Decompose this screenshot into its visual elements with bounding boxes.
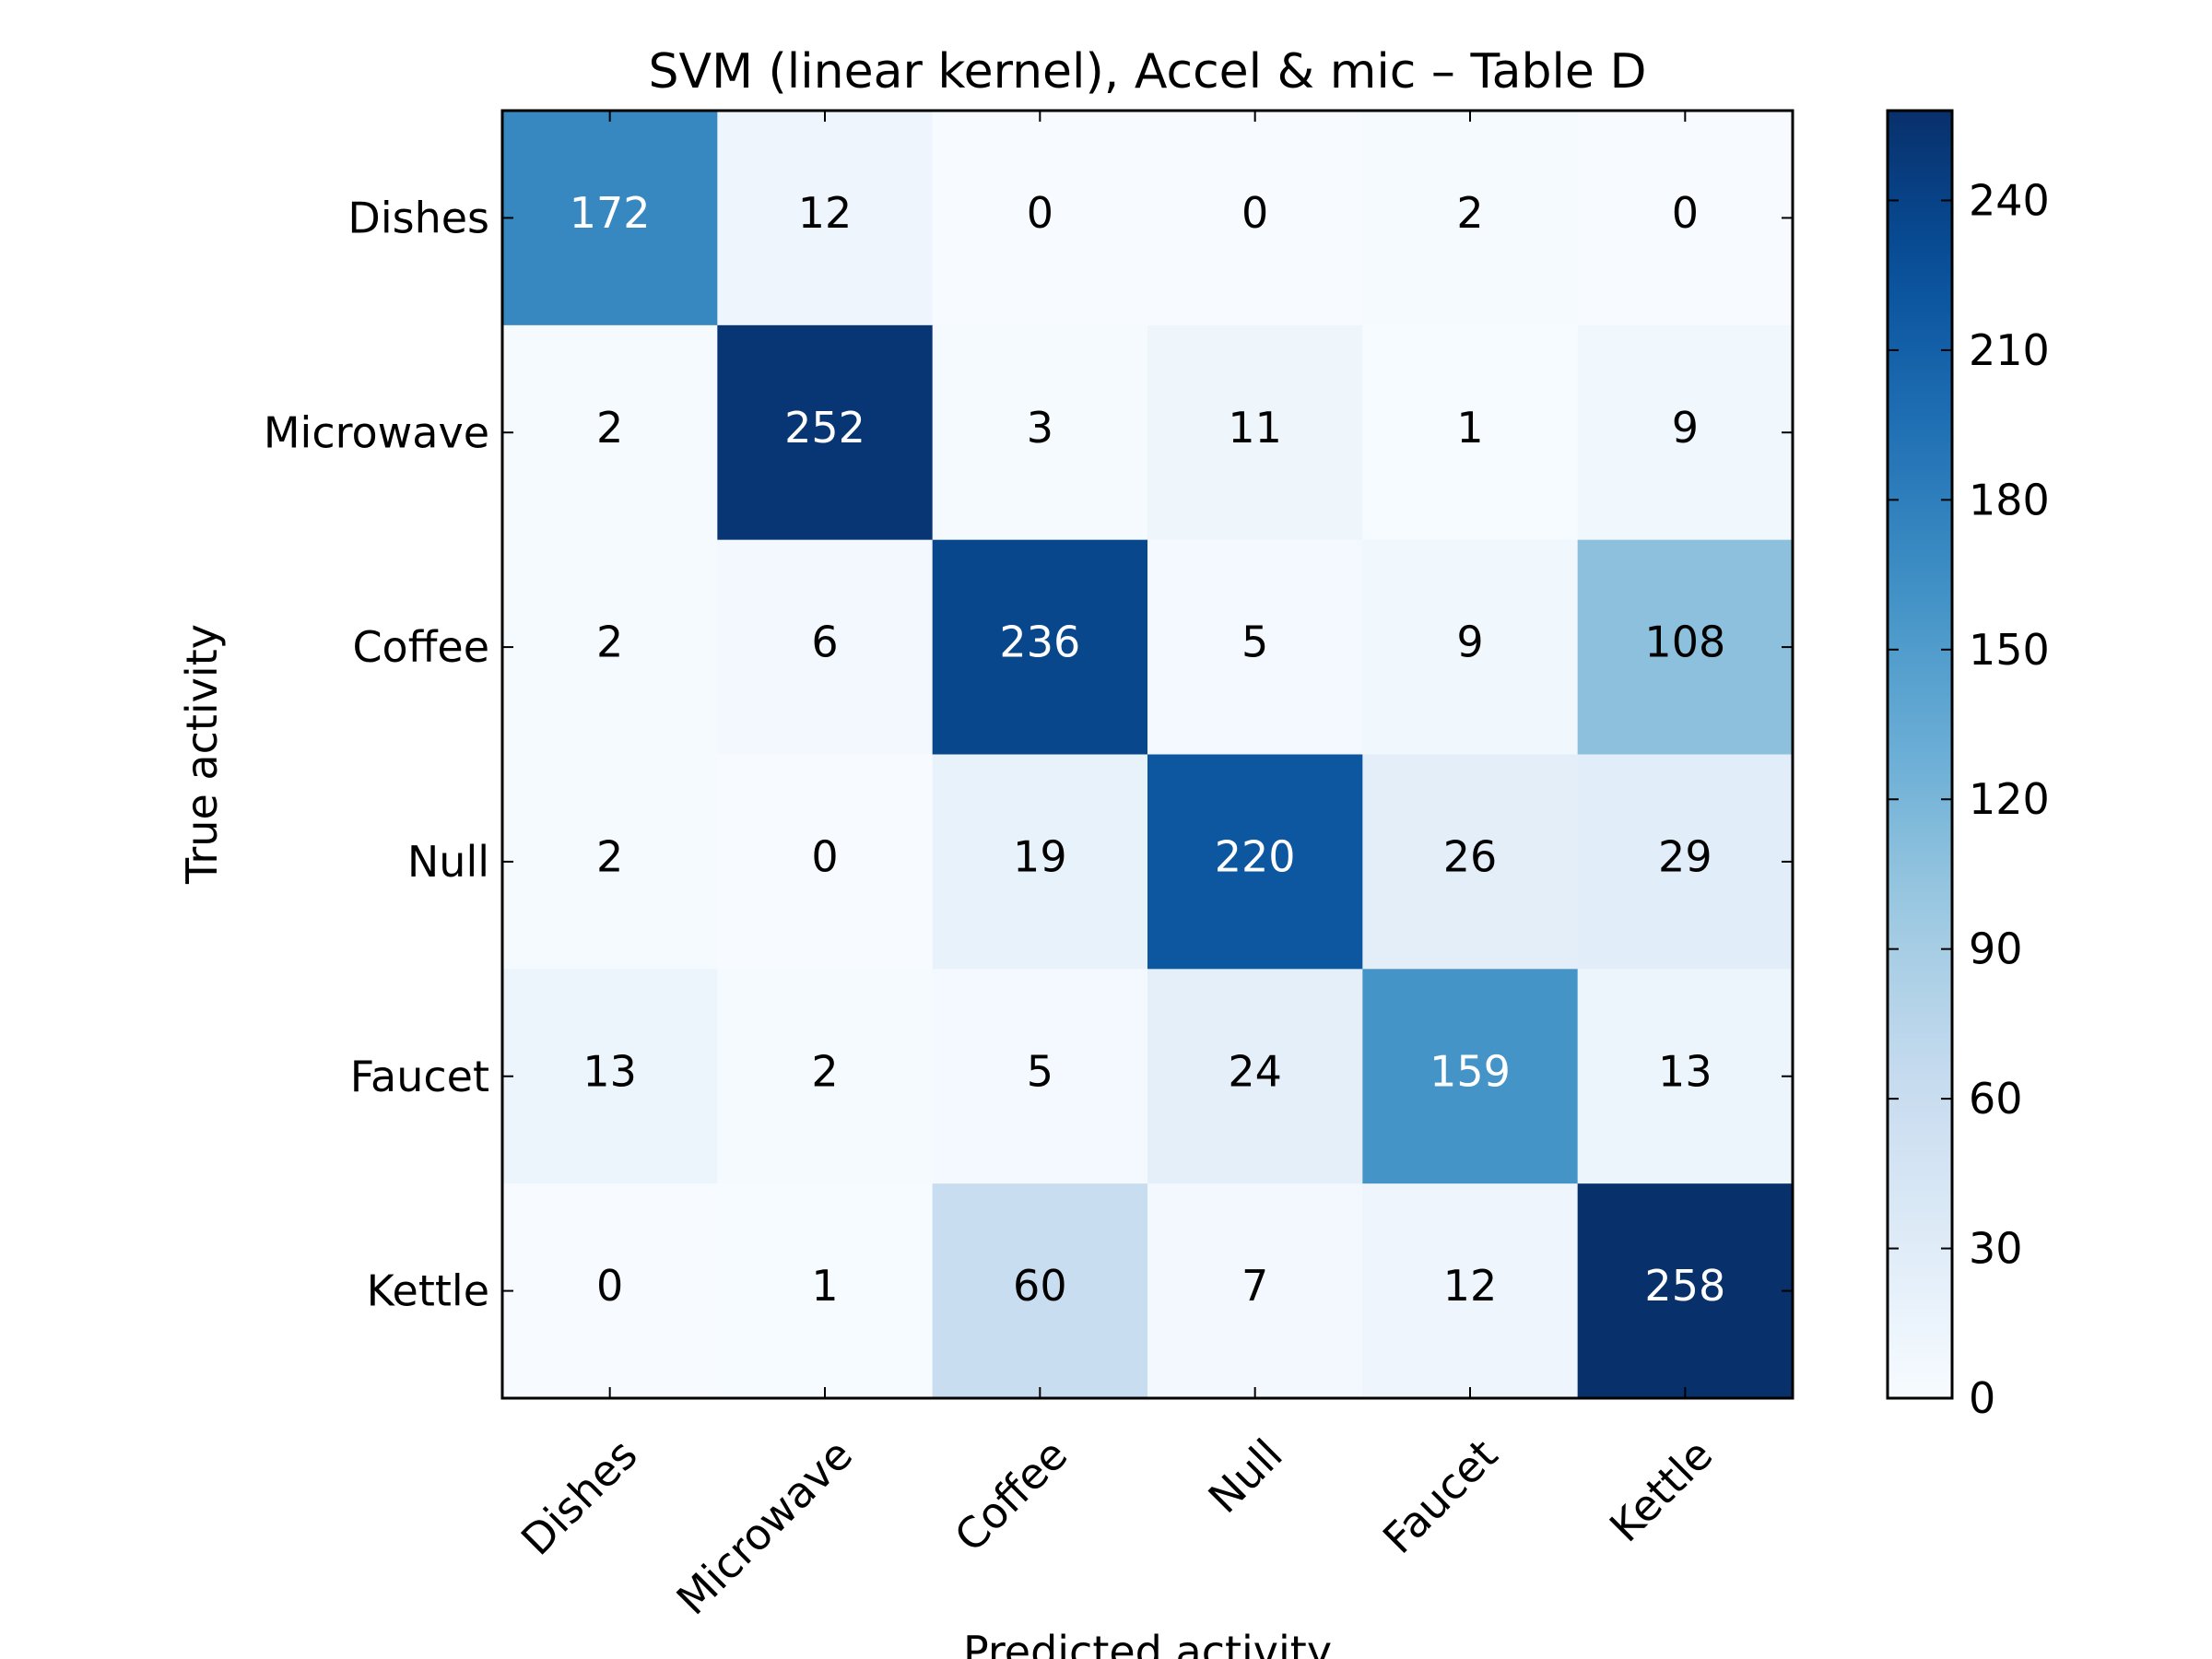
cell-value-label: 5 (1241, 618, 1268, 667)
cell-value-label: 29 (1658, 831, 1712, 881)
heatmap-cell (717, 111, 934, 326)
heatmap-cell (1147, 1183, 1363, 1399)
cell-value-label: 6 (811, 618, 838, 667)
heatmap-cell (502, 754, 718, 970)
cell-value-label: 26 (1443, 831, 1498, 881)
heatmap-cell (502, 324, 718, 541)
y-tick-label: Null (407, 837, 489, 887)
heatmap-cells (502, 111, 1794, 1399)
cell-value-label: 3 (1027, 403, 1053, 453)
plot-frame (500, 109, 1794, 1400)
cell-value-label: 9 (1456, 618, 1483, 667)
heatmap-cell (502, 969, 718, 1184)
cell-value-label: 19 (1013, 831, 1067, 881)
cell-value-label: 9 (1672, 403, 1699, 453)
heatmap-cell (932, 324, 1148, 541)
heatmap-cell (1577, 111, 1794, 326)
cell-value-label: 159 (1430, 1046, 1511, 1096)
cell-value-label: 12 (1443, 1261, 1498, 1311)
colorbar-tick-label: 30 (1969, 1224, 2023, 1274)
heatmap-cell (1362, 1183, 1579, 1399)
cell-value-label: 172 (570, 188, 651, 238)
colorbar-tick-label: 90 (1969, 924, 2023, 974)
cell-value-label: 0 (596, 1261, 623, 1311)
colorbar-tick-label: 180 (1969, 475, 2050, 524)
heatmap-cell (717, 754, 934, 970)
heatmap-cell (932, 111, 1148, 326)
heatmap-cell (932, 539, 1148, 755)
cell-value-label: 0 (1241, 188, 1268, 238)
heatmap-cell (1362, 539, 1579, 755)
heatmap-cell (502, 539, 718, 755)
cell-value-label: 0 (1672, 188, 1699, 238)
heatmap-cell (1147, 324, 1363, 541)
heatmap-cell (502, 1183, 718, 1399)
heatmap-cell (1577, 969, 1794, 1184)
colorbar-ticks: 0 30 60 90 120 150 180 210 240 (1888, 175, 2050, 1423)
colorbar-tick-label: 0 (1969, 1373, 1995, 1423)
colorbar-tick-label: 120 (1969, 774, 2050, 824)
cell-value-label: 5 (1027, 1046, 1053, 1096)
heatmap-cell (1147, 539, 1363, 755)
heatmap-cell (1147, 969, 1363, 1184)
y-tick-label: Coffee (352, 622, 489, 672)
cell-value-label: 220 (1215, 831, 1296, 881)
colorbar-tick-label: 210 (1969, 325, 2050, 375)
heatmap-cell (1362, 969, 1579, 1184)
y-tick-label: Kettle (367, 1266, 489, 1316)
y-tick-label: Faucet (350, 1052, 489, 1101)
heatmap-cell (932, 1183, 1148, 1399)
cell-value-label: 252 (784, 403, 865, 453)
cell-value-label: 11 (1228, 403, 1282, 453)
cell-value-label: 13 (1658, 1046, 1712, 1096)
cell-value-label: 258 (1644, 1261, 1725, 1311)
heatmap-cell (1147, 111, 1363, 326)
heatmap-cell (717, 969, 934, 1184)
y-axis-label: True activity (177, 624, 227, 885)
heatmap-cell (1147, 754, 1363, 970)
y-tick-label: Dishes (347, 193, 489, 242)
cell-value-label: 108 (1644, 618, 1725, 667)
heatmap-cell (1577, 539, 1794, 755)
cell-value-label: 1 (811, 1261, 838, 1311)
heatmap-cell (717, 324, 934, 541)
colorbar-tick-label: 240 (1969, 175, 2050, 225)
cell-value-label: 1 (1456, 403, 1483, 453)
cell-value-label: 2 (596, 403, 623, 453)
heatmap-cell (502, 111, 718, 326)
y-tick-label: Microwave (264, 407, 489, 457)
heatmap-cell (717, 539, 934, 755)
cell-value-label: 24 (1228, 1046, 1282, 1096)
heatmap-cell (932, 754, 1148, 970)
colorbar-tick-label: 150 (1969, 625, 2050, 675)
cell-value-label: 12 (798, 188, 853, 238)
cell-value-label: 60 (1013, 1261, 1067, 1311)
heatmap-cell (1577, 324, 1794, 541)
heatmap-cell (717, 1183, 934, 1399)
cell-value-label: 13 (582, 1046, 637, 1096)
colorbar (1886, 109, 1954, 1400)
heatmap-cell (1362, 754, 1579, 970)
cell-value-label: 2 (1456, 188, 1483, 238)
cell-value-label: 2 (811, 1046, 838, 1096)
y-axis-ticks: Dishes Microwave Coffee Null Faucet Kettle (264, 193, 1793, 1316)
x-axis-label: Predicted activity (963, 1627, 1332, 1659)
cell-value-label: 0 (1027, 188, 1053, 238)
cell-value-label: 2 (596, 831, 623, 881)
cell-value-label: 2 (596, 618, 623, 667)
colorbar-tick-label: 60 (1969, 1074, 2023, 1124)
cell-value-label: 0 (811, 831, 838, 881)
heatmap-cell (1362, 111, 1579, 326)
cell-value-label: 236 (999, 618, 1080, 667)
heatmap-cell (1362, 324, 1579, 541)
cell-value-label: 7 (1241, 1261, 1268, 1311)
chart-title: SVM (linear kernel), Accel & mic – Table… (648, 44, 1646, 100)
heatmap-cell (932, 969, 1148, 1184)
heatmap-cell (1577, 754, 1794, 970)
heatmap-cell (1577, 1183, 1794, 1399)
